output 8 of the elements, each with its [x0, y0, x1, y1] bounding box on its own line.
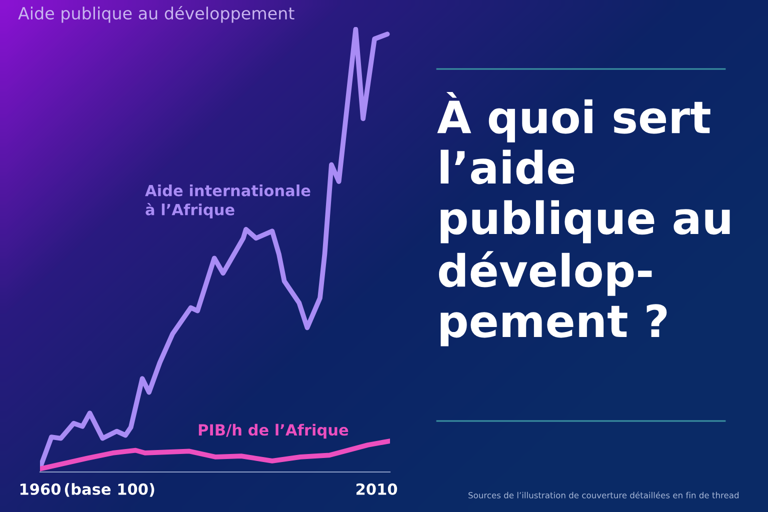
x-tick-label: 2010: [356, 483, 398, 495]
series-label: PIB/h de l’Afrique: [198, 424, 348, 439]
x-tick-label: 1960: [20, 483, 61, 495]
text: À quoi sert l’aide publique au dévelop- pement ?: [437, 92, 730, 346]
source-note: Sources de l’illustration de couverture détaillées en fin de thread: [468, 492, 739, 498]
series-label: Aide internationale à l’Afrique: [145, 184, 310, 218]
text: (base 100): [64, 483, 154, 497]
chart-title: Aide publique au développement: [18, 6, 294, 23]
